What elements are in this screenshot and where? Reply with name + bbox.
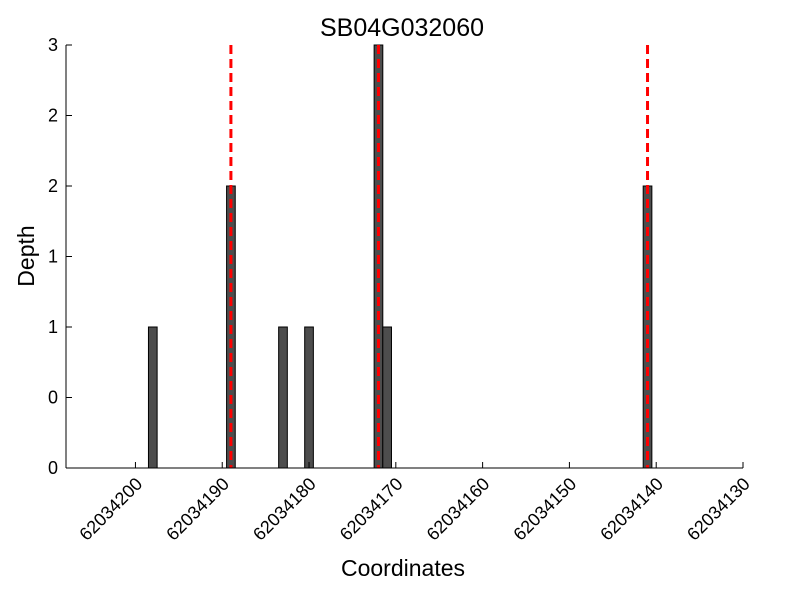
x-tick-label: 62034170 xyxy=(336,474,407,545)
y-tick-label: 2 xyxy=(48,106,58,126)
y-tick-label: 0 xyxy=(48,388,58,408)
y-tick-label: 3 xyxy=(48,35,58,55)
y-axis-label: Depth xyxy=(13,225,39,286)
y-tick-label: 1 xyxy=(48,317,58,337)
bar xyxy=(304,326,314,469)
bar xyxy=(278,326,288,469)
chart-title: SB04G032060 xyxy=(320,14,484,42)
x-tick-label: 62034190 xyxy=(162,474,233,545)
x-tick-label: 62034150 xyxy=(509,474,580,545)
markers-layer xyxy=(229,45,650,468)
x-tick-label: 62034140 xyxy=(596,474,667,545)
bar xyxy=(147,326,158,469)
x-tick-label: 62034180 xyxy=(249,474,320,545)
bar xyxy=(382,326,392,469)
x-tick-label: 62034130 xyxy=(683,474,754,545)
x-tick-label: 62034200 xyxy=(75,474,146,545)
x-axis-label: Coordinates xyxy=(341,555,465,581)
axes-layer xyxy=(65,45,743,469)
y-tick-label: 2 xyxy=(48,176,58,196)
y-tick-label: 0 xyxy=(48,458,58,478)
bars-layer xyxy=(147,44,653,469)
y-tick-label: 1 xyxy=(48,247,58,267)
x-tick-label: 62034160 xyxy=(423,474,494,545)
